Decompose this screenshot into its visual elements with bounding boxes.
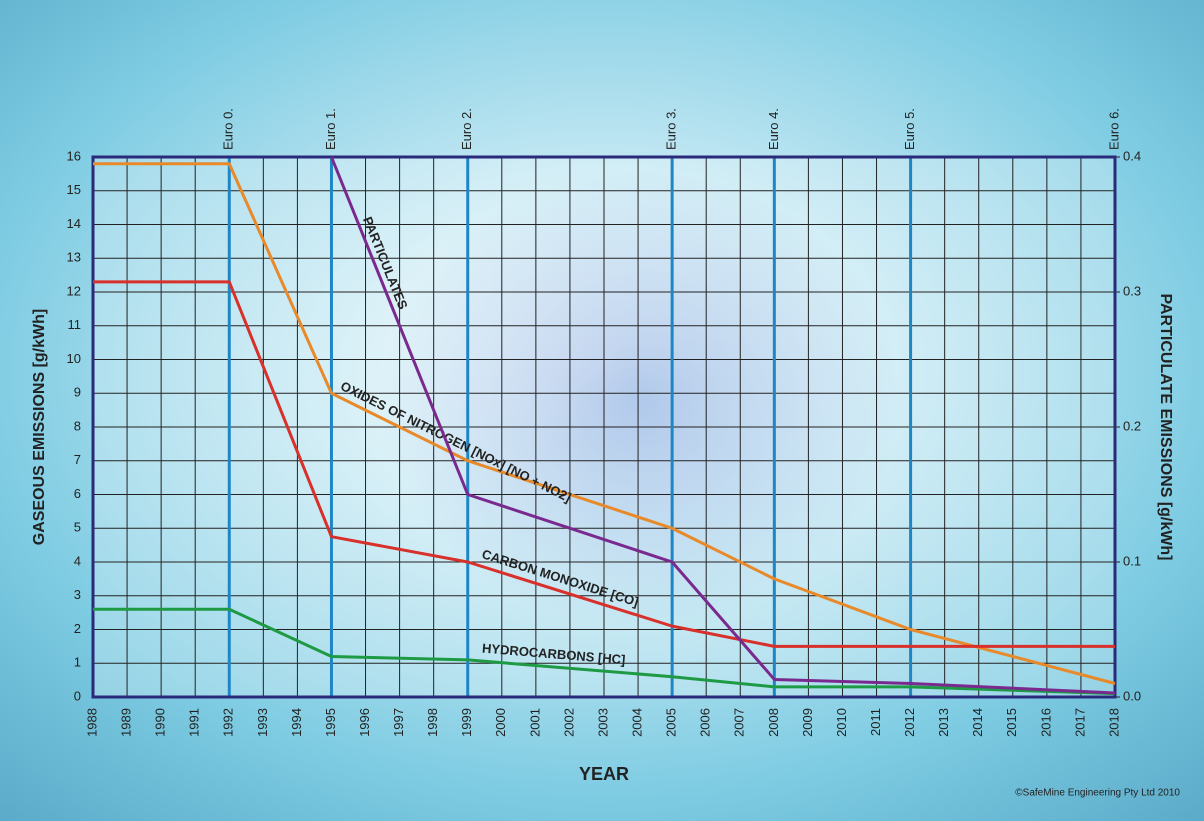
x-tick-label: 2002	[561, 708, 576, 737]
x-tick-label: 2014	[970, 708, 985, 737]
y2-tick-label: 0.2	[1123, 418, 1141, 433]
x-axis-title: YEAR	[579, 764, 629, 784]
standard-label: Euro 0.	[221, 108, 236, 150]
chart: GASEOUS EMISSIONS [g/kWh] PARTICULATE EM…	[0, 0, 1204, 821]
y2-tick-label: 0.1	[1123, 553, 1141, 568]
x-tick-label: 1993	[255, 708, 270, 737]
y2-tick-label: 0.0	[1123, 688, 1141, 703]
y2-tick-label: 0.3	[1123, 283, 1141, 298]
x-tick-label: 2001	[527, 708, 542, 737]
x-tick-label: 2008	[766, 708, 781, 737]
y-tick-label: 7	[74, 452, 81, 467]
x-tick-label: 2006	[698, 708, 713, 737]
y-tick-label: 8	[74, 418, 81, 433]
x-tick-label: 2003	[595, 708, 610, 737]
standard-label: Euro 6.	[1106, 108, 1121, 150]
x-tick-label: 1989	[119, 708, 134, 737]
x-tick-label: 2007	[732, 708, 747, 737]
y2-axis-title: PARTICULATE EMISSIONS [g/kWh]	[1157, 294, 1174, 561]
y-tick-label: 6	[74, 486, 81, 501]
x-tick-label: 1988	[84, 708, 99, 737]
x-tick-label: 2012	[902, 708, 917, 737]
y2-tick-label: 0.4	[1123, 148, 1141, 163]
x-tick-label: 2010	[834, 708, 849, 737]
x-tick-label: 2013	[936, 708, 951, 737]
standard-label: Euro 3.	[664, 108, 679, 150]
x-tick-label: 1991	[187, 708, 202, 737]
x-tick-label: 2005	[664, 708, 679, 737]
x-tick-label: 1999	[459, 708, 474, 737]
standard-label: Euro 2.	[459, 108, 474, 150]
x-tick-label: 1996	[357, 708, 372, 737]
x-tick-label: 2004	[630, 708, 645, 737]
x-tick-label: 2011	[868, 708, 883, 736]
y-tick-label: 3	[74, 587, 81, 602]
x-tick-label: 1995	[323, 708, 338, 737]
x-tick-label: 2015	[1004, 708, 1019, 737]
x-tick-label: 2000	[493, 708, 508, 737]
credit: ©SafeMine Engineering Pty Ltd 2010	[1015, 788, 1180, 799]
x-tick-label: 1994	[289, 708, 304, 737]
y-tick-label: 10	[67, 351, 81, 366]
y-axis-title: GASEOUS EMISSIONS [g/kWh]	[31, 309, 48, 545]
x-tick-label: 1990	[153, 708, 168, 737]
y-tick-label: 5	[74, 520, 81, 535]
y-tick-label: 2	[74, 621, 81, 636]
x-tick-label: 1992	[221, 708, 236, 737]
y-tick-label: 14	[67, 216, 81, 231]
x-tick-label: 2016	[1038, 708, 1053, 737]
y-tick-label: 12	[67, 283, 81, 298]
standard-label: Euro 5.	[902, 108, 917, 150]
standard-label: Euro 4.	[766, 108, 781, 150]
x-tick-label: 2017	[1072, 708, 1087, 737]
x-tick-label: 1997	[391, 708, 406, 737]
y-tick-label: 9	[74, 385, 81, 400]
y-tick-label: 13	[67, 250, 81, 265]
y-tick-label: 0	[74, 688, 81, 703]
y-tick-label: 1	[74, 655, 81, 670]
y-tick-label: 4	[74, 553, 81, 568]
x-tick-label: 2018	[1106, 708, 1121, 737]
x-tick-label: 1998	[425, 708, 440, 737]
y-tick-label: 15	[67, 182, 81, 197]
y-tick-label: 11	[68, 317, 82, 332]
x-tick-label: 2009	[800, 708, 815, 737]
standard-label: Euro 1.	[323, 108, 338, 150]
y-tick-label: 16	[67, 148, 81, 163]
